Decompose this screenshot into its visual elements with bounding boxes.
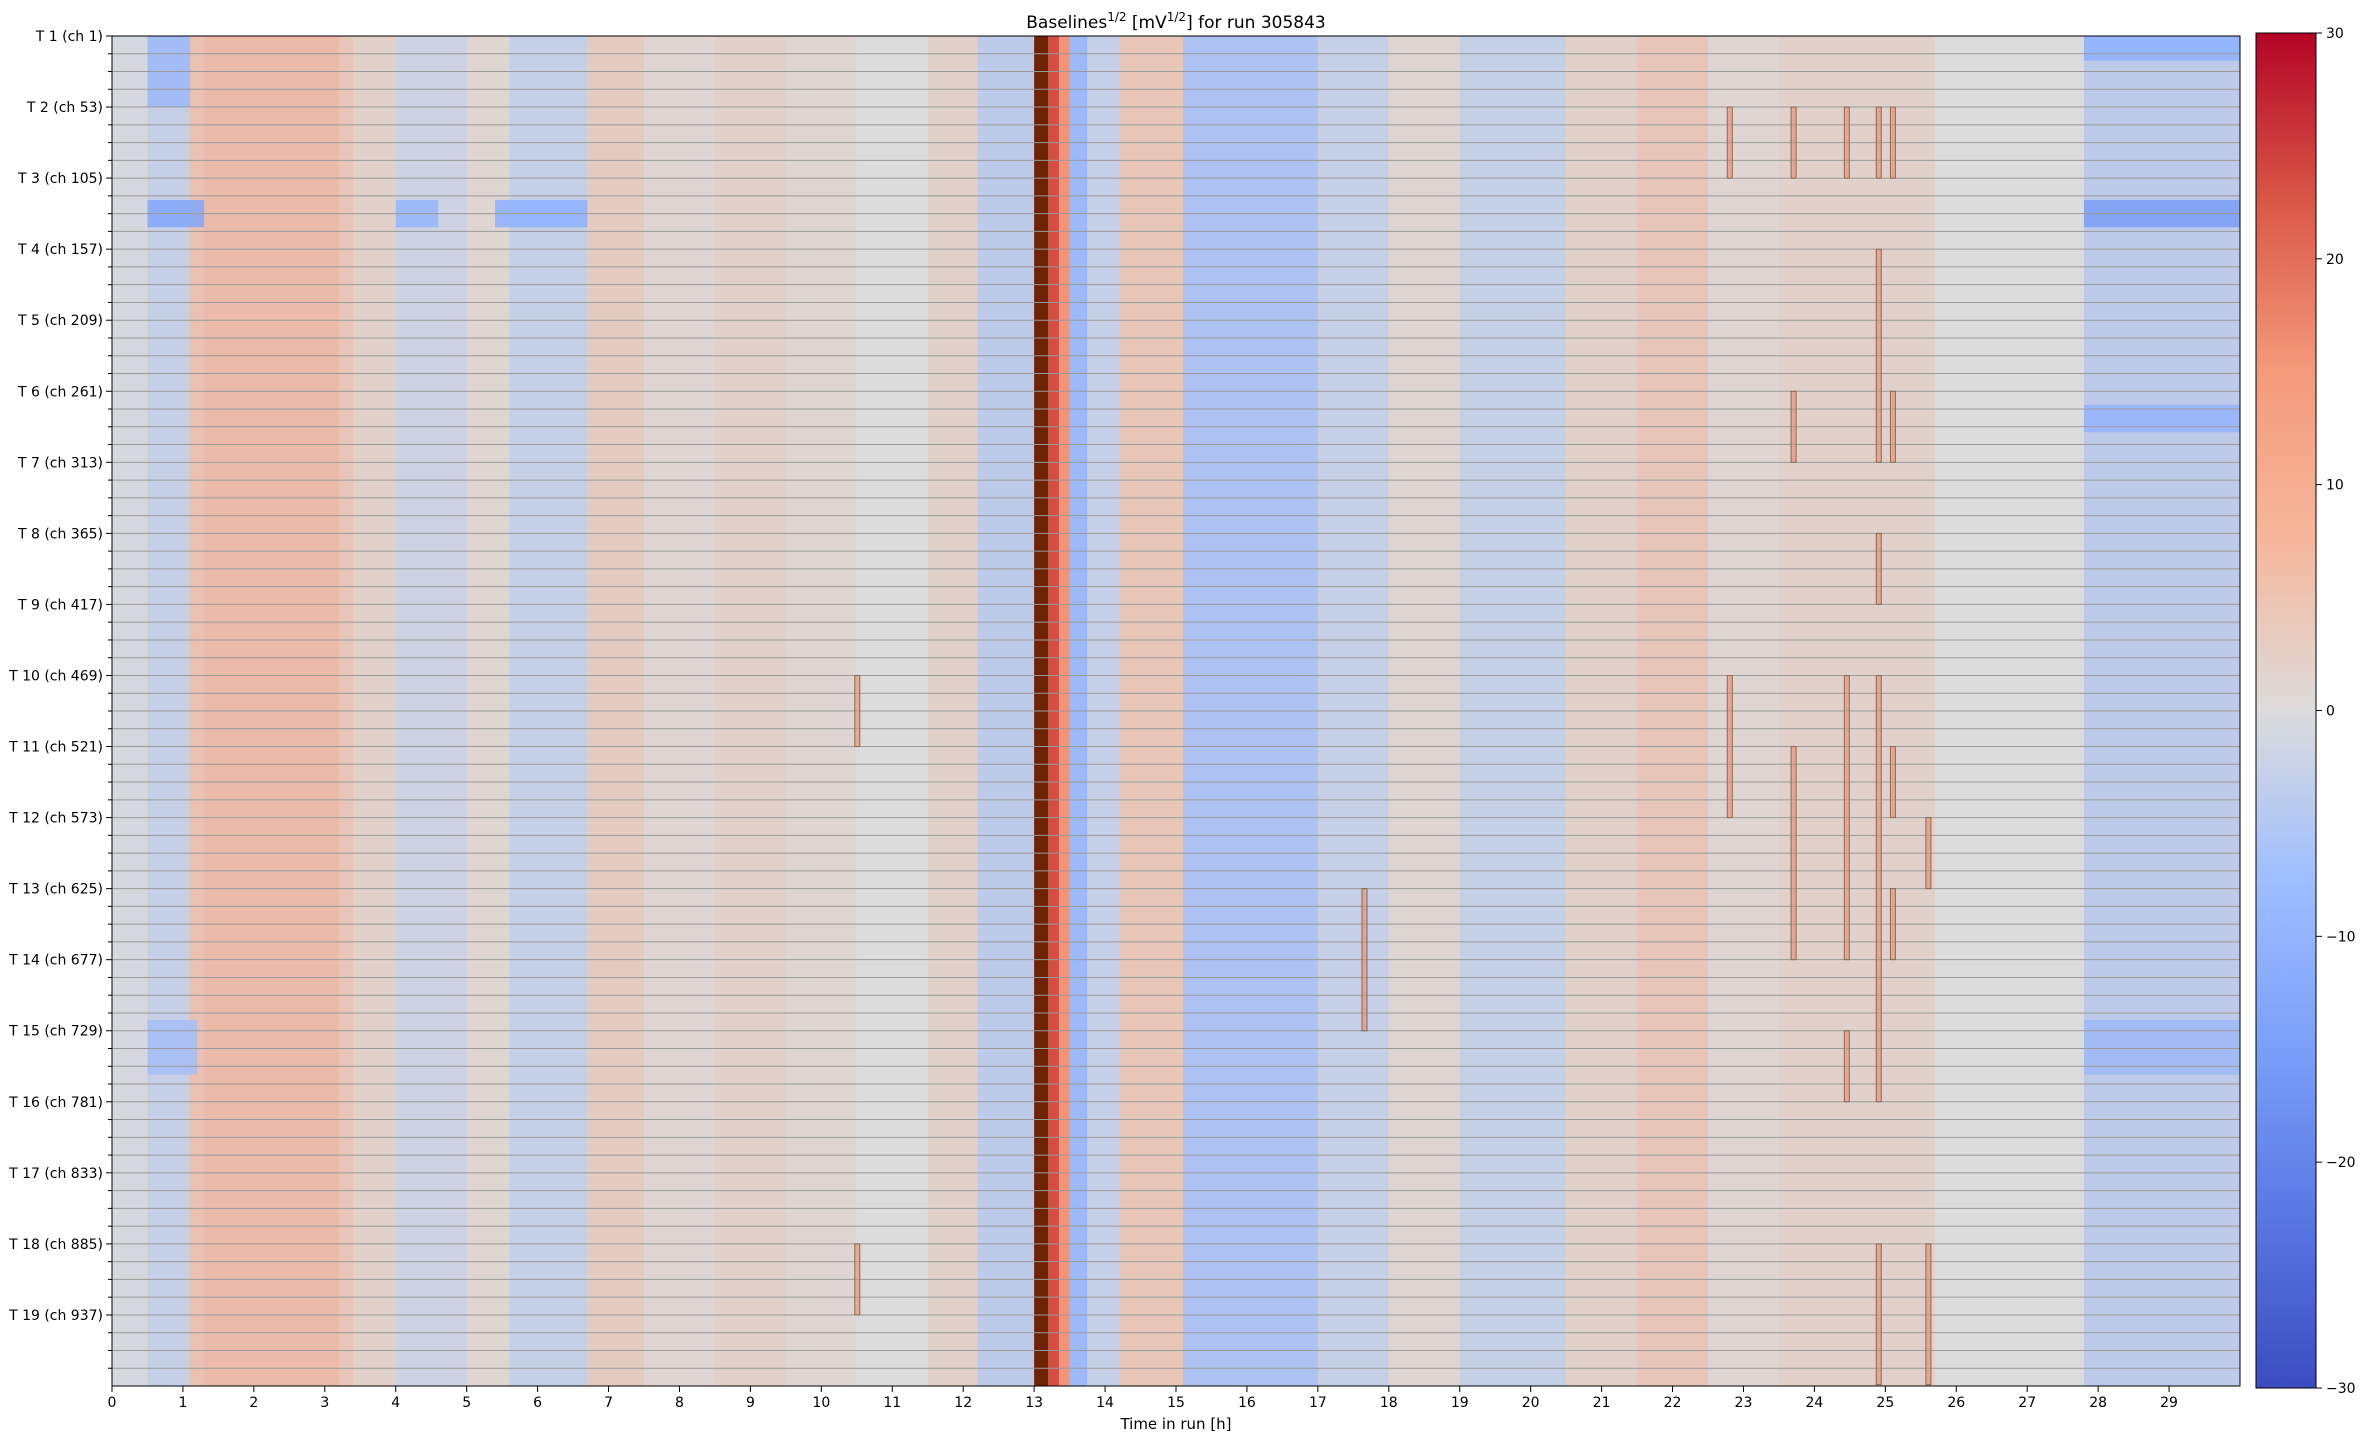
y-tick-label: T 8 (ch 365) [17, 526, 103, 542]
x-tick-label: 14 [1096, 1395, 1114, 1411]
y-tick-label: T 1 (ch 1) [35, 29, 103, 45]
x-tick-label: 1 [178, 1395, 187, 1411]
title-unit-superscript: 1/2 [1167, 10, 1186, 24]
title-superscript: 1/2 [1107, 10, 1126, 24]
y-tick-label: T 5 (ch 209) [17, 313, 103, 329]
x-tick-label: 0 [108, 1395, 117, 1411]
x-tick-label: 2 [249, 1395, 258, 1411]
heatmap-row-feature [2083, 36, 2240, 61]
x-axis: 0 1 2 3 4 5 6 7 8 9 10 11 12 13 14 15 16 17 18 19 20 21 22 23 24… [108, 1386, 2178, 1411]
x-tick-label: 3 [320, 1395, 329, 1411]
highlight-box [1843, 106, 1850, 179]
title-unit-close: ] for run 305843 [1186, 13, 1326, 33]
colorbar-tick-label: 0 [2326, 704, 2335, 720]
highlight-box [1790, 390, 1797, 463]
chart-title: Baselines1/2 [mV1/2] for run 305843 [1026, 10, 1325, 33]
highlight-box [1726, 674, 1733, 819]
plot-frame [111, 35, 2241, 1387]
x-tick-label: 11 [883, 1395, 901, 1411]
x-tick-label: 20 [1522, 1395, 1540, 1411]
highlight-box [1843, 674, 1850, 961]
x-tick-label: 26 [1947, 1395, 1965, 1411]
x-tick-label: 4 [391, 1395, 400, 1411]
highlight-boxes [854, 106, 1932, 1386]
x-tick-label: 19 [1451, 1395, 1469, 1411]
x-tick-label: 13 [1025, 1395, 1043, 1411]
y-tick-label: T 9 (ch 417) [17, 597, 103, 613]
y-tick-label: T 18 (ch 885) [8, 1237, 103, 1253]
x-axis-label: Time in run [h] [1119, 1415, 1231, 1433]
highlight-box [1790, 746, 1797, 961]
y-tick-label: T 13 (ch 625) [8, 882, 103, 898]
highlight-box [854, 1243, 861, 1316]
highlight-box [1875, 674, 1882, 1103]
y-tick-label: T 14 (ch 677) [8, 953, 103, 969]
highlight-box [1875, 1243, 1882, 1386]
x-tick-label: 22 [1664, 1395, 1682, 1411]
x-tick-label: 27 [2018, 1395, 2036, 1411]
y-tick-label: T 12 (ch 573) [8, 811, 103, 827]
highlight-box [1875, 106, 1882, 179]
y-tick-label: T 11 (ch 521) [8, 740, 103, 756]
highlight-box [1361, 888, 1368, 1032]
y-tick-label: T 7 (ch 313) [17, 455, 103, 471]
y-tick-label: T 4 (ch 157) [17, 242, 103, 258]
x-tick-label: 28 [2089, 1395, 2107, 1411]
y-tick-label: T 6 (ch 261) [17, 384, 103, 400]
highlight-box [1889, 888, 1896, 961]
title-text: Baselines [1026, 13, 1107, 33]
highlight-box [1875, 532, 1882, 605]
x-tick-label: 15 [1167, 1395, 1185, 1411]
highlight-box [1726, 106, 1733, 179]
colorbar-tick-label: 10 [2326, 478, 2344, 494]
colorbar-gradient [2255, 32, 2317, 1389]
highlight-box [1889, 390, 1896, 463]
heatmap-row-feature [147, 1019, 198, 1075]
y-axis: T 1 (ch 1) T 2 (ch 53) T 3 (ch 105) T 4 (ch… [8, 29, 112, 1369]
highlight-box [1925, 817, 1932, 890]
x-tick-label: 10 [812, 1395, 830, 1411]
x-tick-label: 12 [954, 1395, 972, 1411]
colorbar-tick-label: 30 [2326, 26, 2344, 42]
x-tick-label: 7 [604, 1395, 613, 1411]
y-tick-label: T 3 (ch 105) [17, 171, 103, 187]
y-tick-label: T 19 (ch 937) [8, 1308, 103, 1324]
x-tick-label: 25 [1876, 1395, 1894, 1411]
highlight-box [1875, 248, 1882, 463]
heatmap-row-feature [2083, 1019, 2240, 1075]
y-tick-label: T 15 (ch 729) [8, 1024, 103, 1040]
colorbar-tick-label: −10 [2326, 929, 2356, 945]
x-tick-label: 21 [1593, 1395, 1611, 1411]
channel-separator-lines [112, 53, 2240, 1369]
x-tick-label: 9 [746, 1395, 755, 1411]
y-tick-label: T 16 (ch 781) [8, 1095, 103, 1111]
title-unit-open: [mV [1127, 13, 1168, 33]
highlight-box [1790, 106, 1797, 179]
x-tick-label: 29 [2160, 1395, 2178, 1411]
x-tick-label: 17 [1309, 1395, 1327, 1411]
highlight-box [1889, 746, 1896, 819]
x-tick-label: 24 [1805, 1395, 1823, 1411]
colorbar-tick-label: −20 [2326, 1155, 2356, 1171]
highlight-box [1925, 1243, 1932, 1386]
x-tick-label: 6 [533, 1395, 542, 1411]
colorbar-ticks: 30 20 10 0 −10 −20 −30 [2316, 26, 2356, 1397]
colorbar: 30 20 10 0 −10 −20 −30 [2255, 26, 2356, 1397]
highlight-box [1843, 1030, 1850, 1103]
x-tick-label: 16 [1238, 1395, 1256, 1411]
x-tick-label: 18 [1380, 1395, 1398, 1411]
x-tick-label: 23 [1735, 1395, 1753, 1411]
colorbar-tick-label: 20 [2326, 252, 2344, 268]
colorbar-tick-label: −30 [2326, 1381, 2356, 1397]
x-tick-label: 8 [675, 1395, 684, 1411]
highlight-box [854, 674, 861, 748]
highlight-box [1889, 106, 1896, 179]
x-tick-label: 5 [462, 1395, 471, 1411]
y-tick-label: T 2 (ch 53) [26, 100, 103, 116]
y-tick-label: T 17 (ch 833) [8, 1166, 103, 1182]
heatmap-plot-area [112, 36, 2240, 1386]
y-tick-label: T 10 (ch 469) [8, 668, 103, 684]
